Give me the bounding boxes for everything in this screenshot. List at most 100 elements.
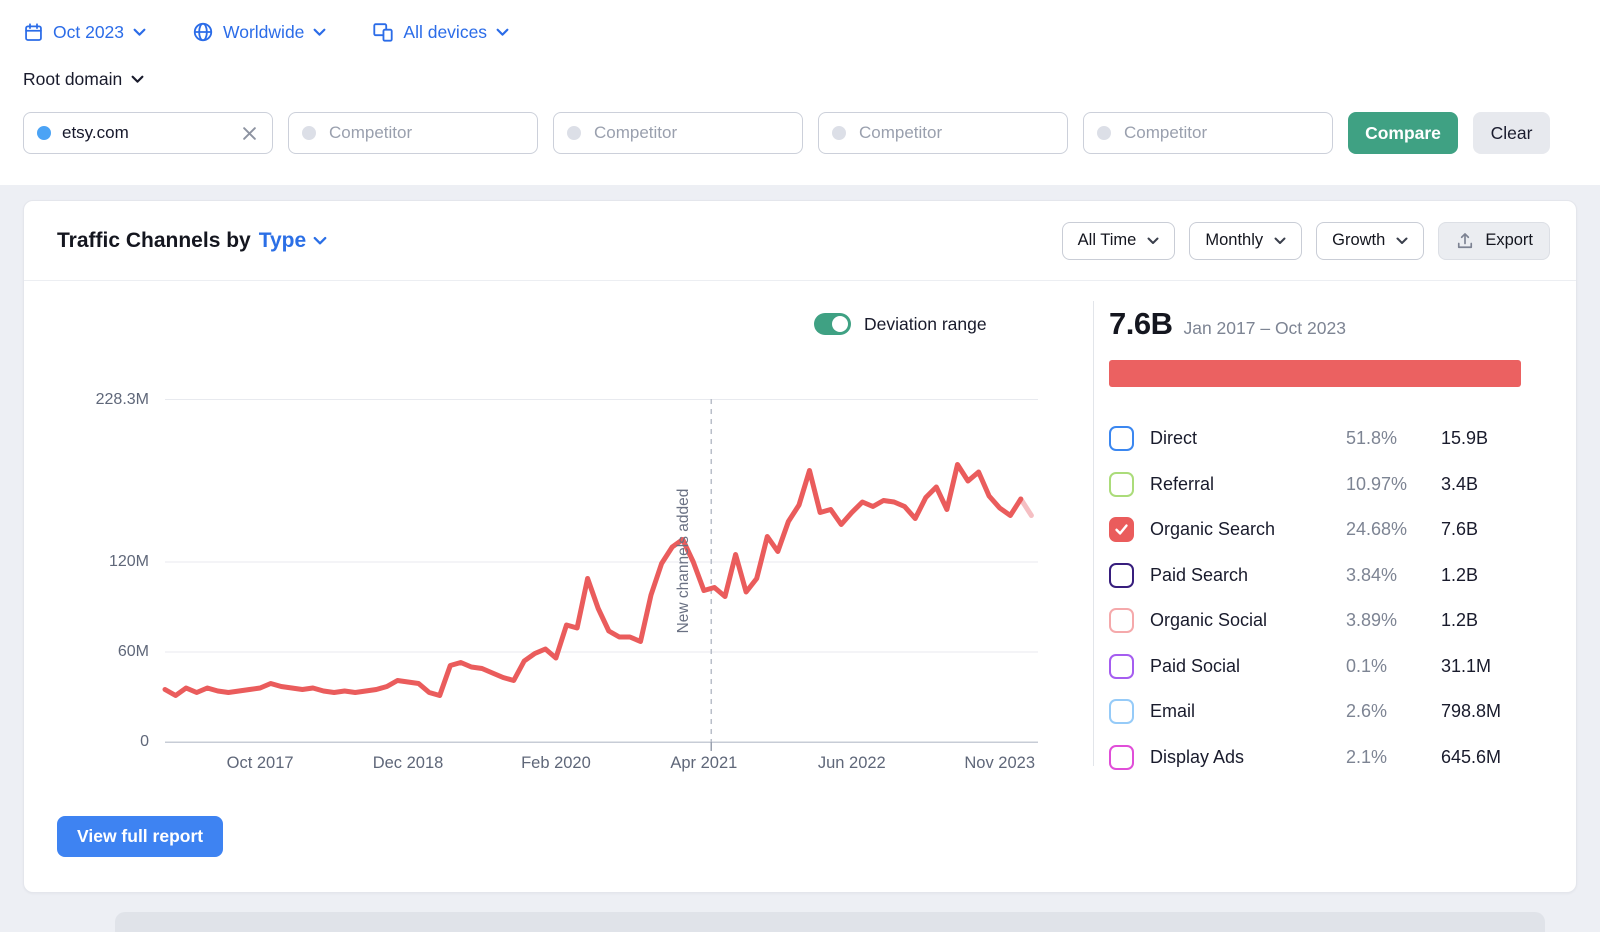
chevron-down-icon [1274, 237, 1286, 244]
legend-value: 7.6B [1441, 519, 1479, 540]
card-controls: All Time Monthly Growth Export [1061, 221, 1550, 260]
competitor-domain-field[interactable] [592, 122, 789, 144]
legend-checkbox-email[interactable] [1109, 699, 1134, 725]
devices-label: All devices [403, 21, 488, 42]
legend-checkbox-paid-search[interactable] [1109, 562, 1134, 588]
devices-icon [372, 21, 394, 43]
competitor-input-4[interactable] [1083, 112, 1333, 154]
calendar-icon [23, 22, 44, 43]
card-title-text: Traffic Channels by [57, 228, 251, 252]
chevron-down-icon [1147, 237, 1159, 244]
legend-value: 798.8M [1441, 701, 1502, 722]
legend-checkbox-organic-social[interactable] [1109, 608, 1134, 634]
legend-checkbox-referral[interactable] [1109, 471, 1134, 497]
x-axis-label: Apr 2021 [670, 754, 738, 772]
legend-row-email[interactable]: Email 2.6% 798.8M [1109, 689, 1521, 735]
panel-divider [1093, 301, 1094, 766]
filters-bar: Oct 2023 Worldwide All devices Root doma… [0, 0, 1600, 185]
competitor-domain-field[interactable] [857, 122, 1054, 144]
legend-row-referral[interactable]: Referral 10.97% 3.4B [1109, 462, 1521, 508]
competitor-input-3[interactable] [818, 112, 1068, 154]
competitor-input-2[interactable] [553, 112, 803, 154]
total-summary-bar [1109, 360, 1521, 387]
legend-label: Organic Social [1150, 610, 1268, 631]
traffic-trend-chart: 0 60M 120M 228.3M Oct 2017 Dec 2018 Feb 2020 Ap… [24, 391, 1084, 791]
domain-color-dot [37, 126, 51, 140]
main-domain-input[interactable]: etsy.com [23, 112, 273, 154]
export-icon [1455, 231, 1475, 251]
competitor-color-dot [832, 126, 846, 140]
legend-row-display-ads[interactable]: Display Ads 2.1% 645.6M [1109, 735, 1521, 781]
traffic-channels-card: Traffic Channels by Type All Time Monthl… [23, 200, 1577, 893]
competitor-domain-field[interactable] [1122, 122, 1319, 144]
legend-value: 15.9B [1441, 428, 1489, 449]
competitor-input-1[interactable] [288, 112, 538, 154]
legend-percent: 51.8% [1346, 428, 1398, 449]
legend-checkbox-organic-search[interactable] [1109, 517, 1134, 543]
legend-percent: 3.84% [1346, 564, 1398, 585]
competitor-domain-field[interactable] [327, 122, 524, 144]
summary-total: 7.6B [1109, 306, 1173, 341]
remove-domain-icon[interactable] [240, 124, 259, 143]
legend-label: Email [1150, 701, 1196, 722]
root-domain-selector[interactable]: Root domain [23, 69, 144, 90]
chevron-down-icon [133, 28, 146, 36]
legend-value: 1.2B [1441, 564, 1479, 585]
card-title: Traffic Channels by Type [57, 229, 327, 253]
legend-label: Direct [1150, 428, 1198, 449]
legend-value: 3.4B [1441, 473, 1479, 494]
channel-type-label: Type [258, 228, 307, 252]
chevron-down-icon [313, 28, 326, 36]
clear-button[interactable]: Clear [1473, 112, 1550, 154]
export-button[interactable]: Export [1438, 221, 1550, 260]
legend-value: 645.6M [1441, 746, 1502, 767]
legend-percent: 10.97% [1346, 473, 1408, 494]
main-domain-value: etsy.com [62, 123, 129, 142]
y-axis-label: 0 [140, 733, 149, 750]
top-filter-row: Oct 2023 Worldwide All devices [23, 15, 1577, 49]
legend-percent: 2.6% [1346, 701, 1388, 722]
traffic-line-svg [162, 398, 1038, 751]
toggle-knob [832, 316, 848, 332]
devices-selector[interactable]: All devices [372, 21, 509, 43]
summary-total-row: 7.6B Jan 2017 – Oct 2023 [1109, 306, 1521, 350]
chart-annotation: New channels added [675, 488, 693, 634]
view-full-report-button[interactable]: View full report [57, 816, 224, 857]
legend-checkbox-direct[interactable] [1109, 426, 1134, 452]
metric-value: Growth [1332, 231, 1386, 249]
next-section-peek [115, 912, 1545, 932]
legend-row-direct[interactable]: Direct 51.8% 15.9B [1109, 416, 1521, 462]
x-axis-label: Nov 2023 [964, 754, 1036, 772]
legend-label: Paid Search [1150, 564, 1249, 585]
legend-percent: 2.1% [1346, 746, 1388, 767]
competitor-color-dot [302, 126, 316, 140]
domain-comparison-row: etsy.com Compare Clear [23, 112, 1577, 154]
legend-row-paid-social[interactable]: Paid Social 0.1% 31.1M [1109, 644, 1521, 690]
chevron-down-icon [131, 75, 144, 83]
legend-value: 31.1M [1441, 655, 1492, 676]
x-axis-label: Oct 2017 [226, 754, 294, 772]
date-range-selector[interactable]: Oct 2023 [23, 22, 146, 43]
metric-select[interactable]: Growth [1316, 221, 1425, 260]
forecast-segment [1018, 496, 1034, 518]
competitor-color-dot [1097, 126, 1111, 140]
granularity-select[interactable]: Monthly [1189, 221, 1303, 260]
legend-row-organic-search[interactable]: Organic Search 24.68% 7.6B [1109, 507, 1521, 553]
channels-legend: Direct 51.8% 15.9B Referral 10.97% 3.4B Organi… [1109, 416, 1521, 780]
deviation-toggle-label: Deviation range [864, 313, 987, 334]
location-selector[interactable]: Worldwide [192, 21, 326, 43]
x-axis-label: Jun 2022 [817, 754, 886, 772]
legend-checkbox-paid-social[interactable] [1109, 653, 1134, 679]
deviation-range-toggle[interactable] [814, 313, 851, 335]
chevron-down-icon [1396, 237, 1408, 244]
competitor-color-dot [567, 126, 581, 140]
time-range-select[interactable]: All Time [1061, 221, 1176, 260]
y-axis-label: 120M [108, 553, 149, 570]
channel-type-selector[interactable]: Type [259, 229, 327, 253]
compare-button[interactable]: Compare [1348, 112, 1458, 154]
granularity-value: Monthly [1205, 231, 1264, 249]
legend-checkbox-display-ads[interactable] [1109, 744, 1134, 770]
legend-row-organic-social[interactable]: Organic Social 3.89% 1.2B [1109, 598, 1521, 644]
legend-row-paid-search[interactable]: Paid Search 3.84% 1.2B [1109, 553, 1521, 599]
location-label: Worldwide [223, 21, 305, 42]
